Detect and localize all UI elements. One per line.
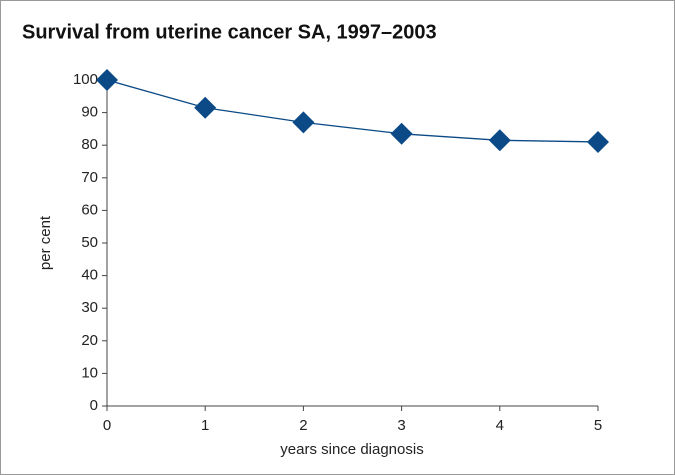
point xyxy=(488,129,511,152)
series-line xyxy=(106,79,599,143)
y-tick-label: 100 xyxy=(73,71,98,88)
y-tick-label: 0 xyxy=(90,397,98,414)
x-tick-label: 5 xyxy=(594,417,602,434)
x-tick-label: 4 xyxy=(496,417,504,434)
y-tick-label: 40 xyxy=(81,267,98,284)
point xyxy=(587,130,609,153)
y-tick-label: 20 xyxy=(81,332,98,349)
point xyxy=(96,69,118,91)
point xyxy=(292,111,315,134)
y-tick-label: 60 xyxy=(81,201,98,218)
y-axis-label: per cent xyxy=(37,215,54,270)
y-tick-label: 50 xyxy=(81,234,98,251)
y-tick-label: 80 xyxy=(81,136,98,153)
x-axis-label: years since diagnosis xyxy=(280,441,423,458)
y-tick-label: 90 xyxy=(81,104,98,121)
x-tick-label: 1 xyxy=(201,417,209,434)
y-tick-label: 70 xyxy=(81,169,98,186)
y-tick-label: 30 xyxy=(81,299,98,316)
x-tick-label: 2 xyxy=(299,417,307,434)
chart-title: Survival from uterine cancer SA, 1997–20… xyxy=(22,21,437,43)
y-tick-label: 10 xyxy=(81,364,98,381)
point xyxy=(194,96,217,119)
x-tick-label: 3 xyxy=(397,417,405,434)
x-tick-label: 0 xyxy=(103,417,111,434)
point xyxy=(390,122,413,145)
